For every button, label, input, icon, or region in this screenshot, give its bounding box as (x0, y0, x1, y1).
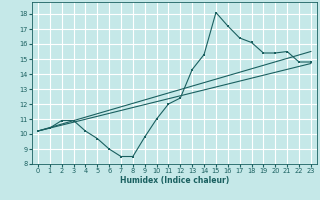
X-axis label: Humidex (Indice chaleur): Humidex (Indice chaleur) (120, 176, 229, 185)
